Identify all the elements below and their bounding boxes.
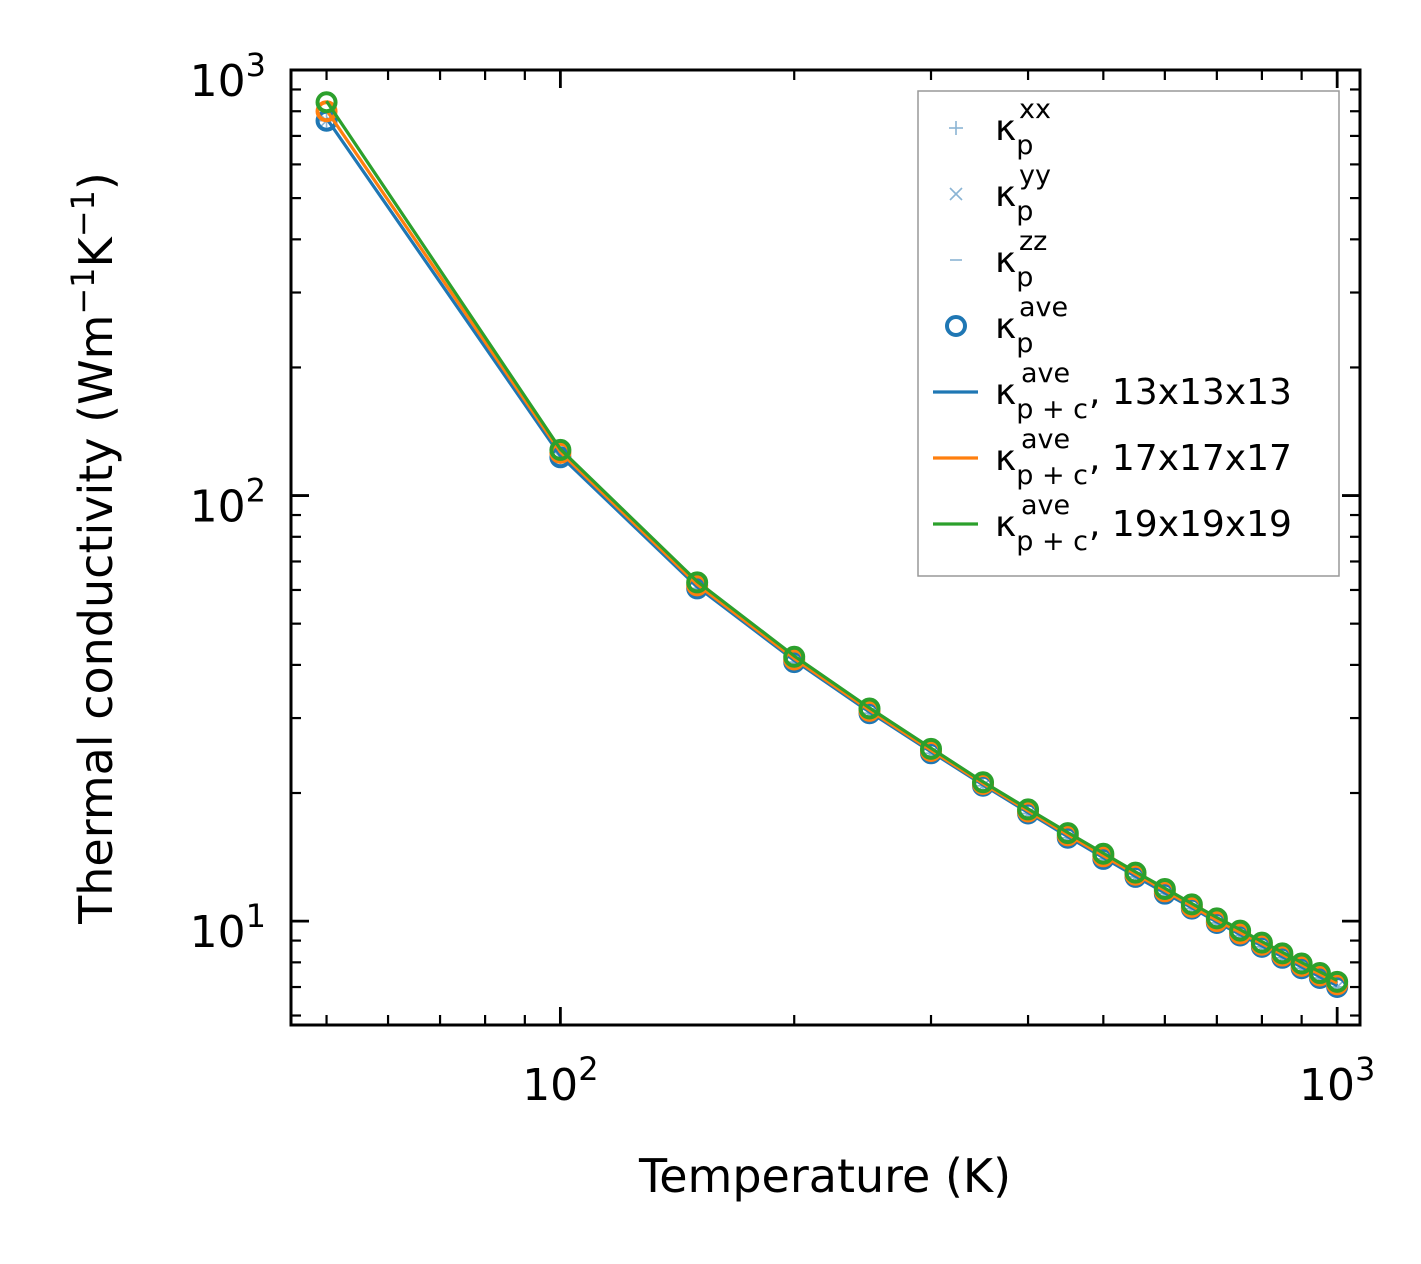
series-line [325, 100, 1338, 982]
data-point [1205, 907, 1228, 930]
legend-suffix: , 19x19x19 [1089, 504, 1292, 545]
legend-subscript: p [1016, 196, 1033, 227]
x-axis-label: Temperature (K) [638, 1149, 1011, 1203]
data-point [1124, 861, 1147, 884]
legend-superscript: ave [1021, 358, 1070, 389]
legend-marker [949, 187, 963, 201]
y-axis-label-mid: K [69, 235, 123, 267]
legend-subscript: p + c [1016, 394, 1088, 425]
series-5 [315, 91, 1349, 993]
legend-subscript: p [1016, 262, 1033, 293]
legend-entry: κp ave [945, 292, 1068, 359]
data-point [1326, 970, 1349, 993]
legend-suffix: , 17x17x17 [1089, 438, 1292, 479]
legend-box [917, 90, 1340, 577]
series-7 [325, 109, 1338, 985]
x-tick-label-base: 10 [1299, 1060, 1355, 1111]
legend-superscript: yy [1019, 160, 1051, 191]
legend-label: κp + c ave , 19x19x19 [995, 490, 1292, 557]
data-point [1250, 931, 1273, 954]
y-tick-label: 102 [190, 472, 266, 533]
y-tick-label: 101 [190, 897, 266, 958]
legend-subscript: p [1016, 328, 1033, 359]
data-point [783, 645, 806, 668]
y-tick-label-exp: 3 [246, 46, 266, 84]
major-ticks [291, 68, 1360, 1025]
x-tick-label-exp: 2 [578, 1050, 598, 1088]
legend-label: κp yy [995, 160, 1051, 227]
x-tick-label-exp: 3 [1355, 1050, 1375, 1088]
data-point [1017, 798, 1040, 821]
data-point [1092, 842, 1115, 865]
data-point [858, 697, 881, 720]
data-point [1290, 952, 1313, 975]
y-tick-label-exp: 2 [246, 472, 266, 510]
y-tick-label-base: 10 [190, 907, 246, 958]
legend-entry: κp yy [949, 160, 1051, 227]
y-axis-label: Thermal conductivity (Wm−1K−1) [64, 172, 123, 925]
data-point [1056, 822, 1079, 845]
legend-entry: κp + c ave , 13x13x13 [933, 358, 1292, 425]
legend-superscript: ave [1021, 424, 1070, 455]
y-tick-label-base: 10 [190, 56, 246, 107]
legend-superscript: ave [1021, 490, 1070, 521]
y-tick-label-base: 10 [190, 482, 246, 533]
y-axis-label-sup2: −1 [64, 190, 102, 237]
y-axis-label-sup1: −1 [64, 267, 102, 314]
x-tick-label: 102 [522, 1050, 598, 1111]
y-axis-label-main: Thermal conductivity (Wm [69, 315, 123, 925]
legend-marker [949, 121, 963, 135]
legend-label: κp ave [995, 292, 1068, 359]
legend-marker [945, 315, 967, 337]
legend-subscript: p + c [1016, 526, 1088, 557]
legend-symbol: κ [995, 108, 1016, 149]
legend-symbol: κ [995, 240, 1016, 281]
data-point [686, 571, 709, 594]
x-tick-label: 103 [1299, 1050, 1375, 1111]
legend-label: κp xx [995, 94, 1051, 161]
data-point [920, 737, 943, 760]
y-tick-label-exp: 1 [246, 897, 266, 935]
data-point [1180, 893, 1203, 916]
x-tick-label-base: 10 [522, 1060, 578, 1111]
data-point [1229, 919, 1252, 942]
minor-ticks [291, 70, 1360, 1025]
data-point [315, 91, 338, 114]
legend-suffix: , 13x13x13 [1089, 372, 1292, 413]
legend-superscript: xx [1019, 94, 1051, 125]
legend-subscript: p + c [1016, 460, 1088, 491]
data-point [549, 438, 572, 461]
data-point [1271, 942, 1294, 965]
plot-frame [289, 68, 1362, 1027]
legend-symbol: κ [995, 306, 1016, 347]
data-point [1308, 962, 1331, 985]
legend-entry: κp zz [950, 226, 1047, 293]
legend-label: κp zz [995, 226, 1047, 293]
y-tick-label: 103 [190, 46, 266, 107]
legend-entry: κp + c ave , 19x19x19 [933, 490, 1292, 557]
legend-label: κp + c ave , 17x17x17 [995, 424, 1292, 491]
legend-superscript: zz [1019, 226, 1047, 257]
data-series [315, 91, 1349, 999]
legend-entry: κp + c ave , 17x17x17 [933, 424, 1292, 491]
legend-label: κp + c ave , 13x13x13 [995, 358, 1292, 425]
legend-symbol: κ [995, 174, 1016, 215]
legend-superscript: ave [1019, 292, 1068, 323]
legend-marker-b [949, 187, 963, 201]
y-axis-label-end: ) [69, 172, 123, 190]
legend-symbol: κ [995, 504, 1016, 545]
legend-symbol: κ [995, 372, 1016, 413]
data-point [1153, 877, 1176, 900]
series-8 [325, 100, 1338, 982]
series-line [325, 109, 1338, 985]
x-tick-labels: 102 103 [522, 1050, 1375, 1111]
legend-entry: κp xx [949, 94, 1051, 161]
legend-subscript: p [1016, 130, 1033, 161]
data-point [972, 771, 995, 794]
legend-symbol: κ [995, 438, 1016, 479]
